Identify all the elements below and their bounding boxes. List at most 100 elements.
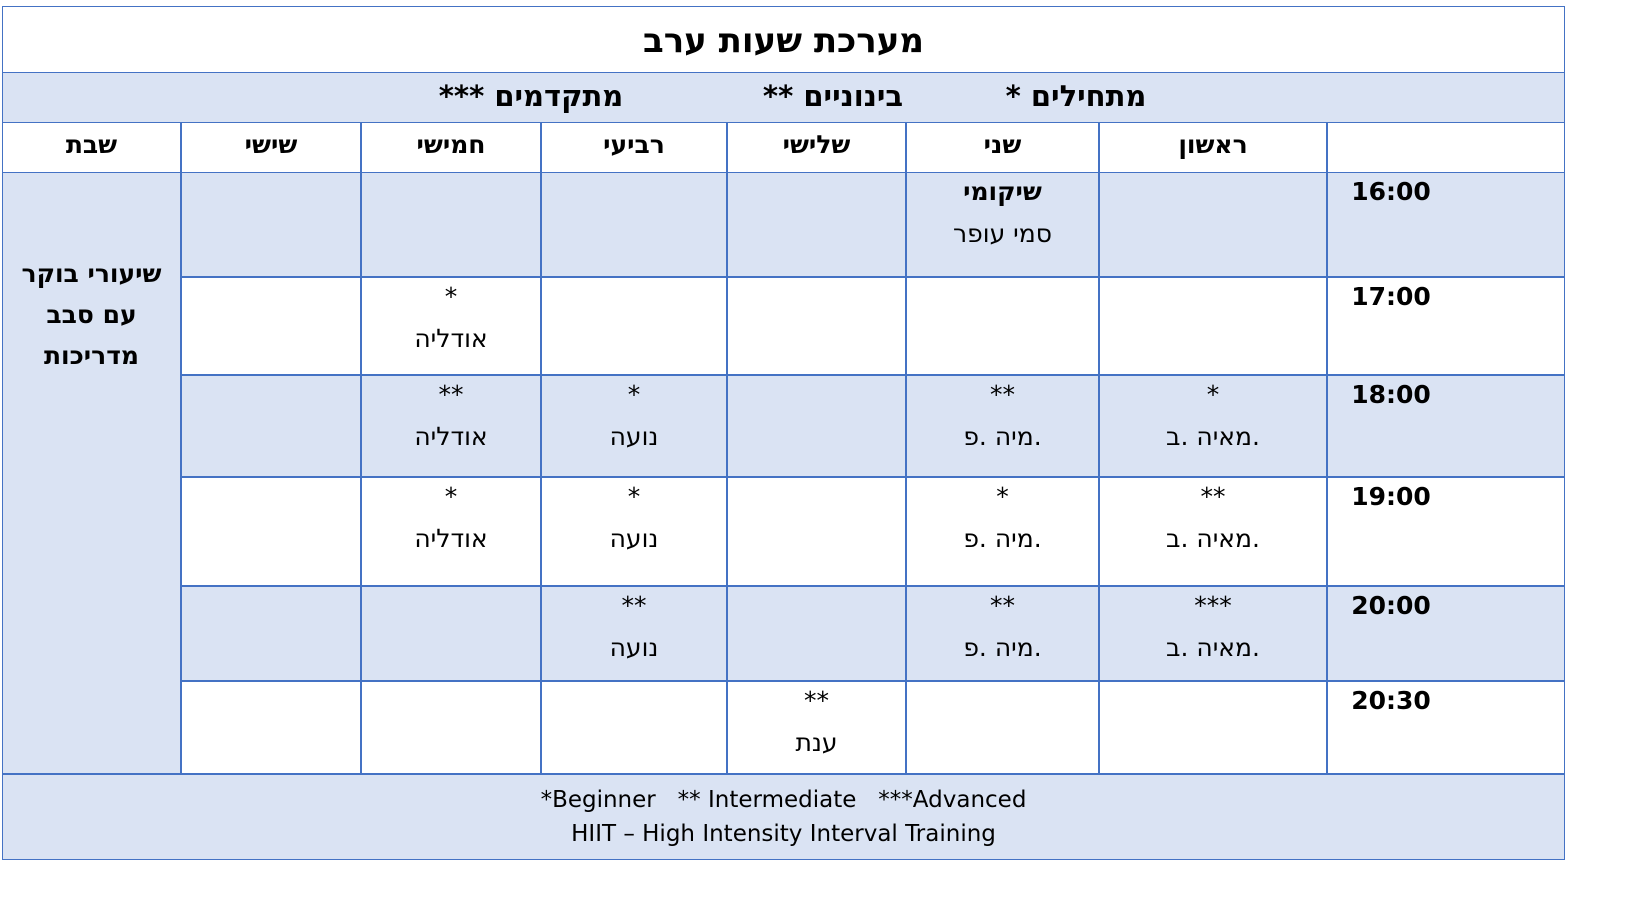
instructor: נועה [609, 422, 659, 451]
title-bar: מערכת שעות ערב [2, 6, 1565, 73]
class-cell [727, 172, 906, 277]
class-cell [1099, 681, 1327, 774]
class-cell [541, 277, 727, 375]
class-cell: שיקומי סמי עופר [906, 172, 1099, 277]
class-cell: ** מיה .פ. [906, 375, 1099, 477]
instructor: אודליה [414, 524, 488, 553]
class-level: * [444, 482, 458, 511]
class-level: ** [990, 591, 1015, 620]
instructor: אודליה [414, 422, 488, 451]
class-cell: ** מיה .פ. [906, 586, 1099, 681]
class-cell: *** מאיה .ב. [1099, 586, 1327, 681]
instructor: נועה [609, 633, 659, 662]
class-cell [181, 586, 361, 681]
header-cell: שני [906, 122, 1099, 173]
time: 19:00 [1351, 482, 1431, 511]
header-cell: שישי [181, 122, 361, 173]
legend-item: מתחילים * [1005, 79, 1147, 113]
class-cell [181, 277, 361, 375]
time-cell: 20:00 [1327, 586, 1565, 681]
class-level: * [444, 282, 458, 311]
class-level: *** [1194, 591, 1232, 620]
class-cell: ** ענת [727, 681, 906, 774]
legend-item: בינוניים ** [762, 79, 904, 113]
day-header: שלישי [782, 130, 851, 159]
class-level: ** [1200, 482, 1226, 511]
header-cell: רביעי [541, 122, 727, 173]
instructor: מיה .פ. [963, 633, 1042, 662]
saturday-note: עם סבב [46, 300, 137, 329]
class-cell: ** נועה [541, 586, 727, 681]
class-cell [181, 477, 361, 586]
saturday-note: מדריכות [43, 341, 140, 370]
time-cell: 19:00 [1327, 477, 1565, 586]
day-header: רביעי [603, 130, 665, 159]
class-cell: * אודליה [361, 477, 541, 586]
class-cell [541, 172, 727, 277]
instructor: מאיה .ב. [1166, 524, 1260, 553]
footer: *Beginner ** Intermediate ***Advanced HII… [2, 774, 1565, 860]
instructor: ענת [795, 728, 838, 757]
class-cell [541, 681, 727, 774]
class-level: ** [804, 686, 829, 715]
footer-line: HIIT – High Intensity Interval Training [571, 821, 996, 847]
time-cell: 20:30 [1327, 681, 1565, 774]
header-cell: ראשון [1099, 122, 1327, 173]
legend-item: מתקדמים *** [438, 79, 624, 113]
header-cell: חמישי [361, 122, 541, 173]
class-cell: * נועה [541, 375, 727, 477]
class-cell [181, 375, 361, 477]
instructor: מיה .פ. [963, 524, 1042, 553]
time: 20:30 [1351, 686, 1431, 715]
class-level: * [627, 380, 641, 409]
class-level: * [1206, 380, 1220, 409]
class-level: * [996, 482, 1009, 511]
class-cell: * מאיה .ב. [1099, 375, 1327, 477]
time-cell: 17:00 [1327, 277, 1565, 375]
time: 18:00 [1351, 380, 1431, 409]
class-title: שיקומי [963, 177, 1042, 206]
time-cell: 18:00 [1327, 375, 1565, 477]
legend-bar: מתחילים * בינוניים ** מתקדמים *** [2, 72, 1565, 123]
day-header: ראשון [1178, 130, 1248, 159]
time: 17:00 [1351, 282, 1431, 311]
class-level: * [627, 482, 641, 511]
class-cell [906, 681, 1099, 774]
class-cell [361, 586, 541, 681]
class-cell [727, 375, 906, 477]
instructor: נועה [609, 524, 659, 553]
class-cell [361, 681, 541, 774]
time-cell: 16:00 [1327, 172, 1565, 277]
class-cell [727, 277, 906, 375]
class-cell [727, 477, 906, 586]
class-cell: * נועה [541, 477, 727, 586]
class-cell: * מיה .פ. [906, 477, 1099, 586]
footer-line: *Beginner ** Intermediate ***Advanced [540, 787, 1027, 813]
title: מערכת שעות ערב [642, 21, 925, 61]
class-cell [906, 277, 1099, 375]
class-cell [1099, 172, 1327, 277]
header-cell: שבת [2, 122, 181, 173]
time: 16:00 [1351, 177, 1431, 206]
instructor: סמי עופר [953, 219, 1052, 248]
day-header: שני [983, 130, 1022, 159]
class-cell [361, 172, 541, 277]
class-cell: ** אודליה [361, 375, 541, 477]
saturday-note: שיעורי בוקר [21, 259, 162, 288]
day-header: חמישי [416, 130, 486, 159]
class-cell [181, 681, 361, 774]
instructor: מאיה .ב. [1166, 422, 1260, 451]
class-cell [1099, 277, 1327, 375]
instructor: מאיה .ב. [1166, 633, 1260, 662]
saturday-cell: שיעורי בוקר עם סבב מדריכות [2, 172, 181, 774]
time: 20:00 [1351, 591, 1431, 620]
class-cell [181, 172, 361, 277]
class-cell: * אודליה [361, 277, 541, 375]
class-cell: ** מאיה .ב. [1099, 477, 1327, 586]
day-header: שבת [65, 130, 118, 159]
class-level: ** [621, 591, 647, 620]
class-level: ** [438, 380, 464, 409]
class-level: ** [990, 380, 1015, 409]
header-cell [1327, 122, 1565, 173]
